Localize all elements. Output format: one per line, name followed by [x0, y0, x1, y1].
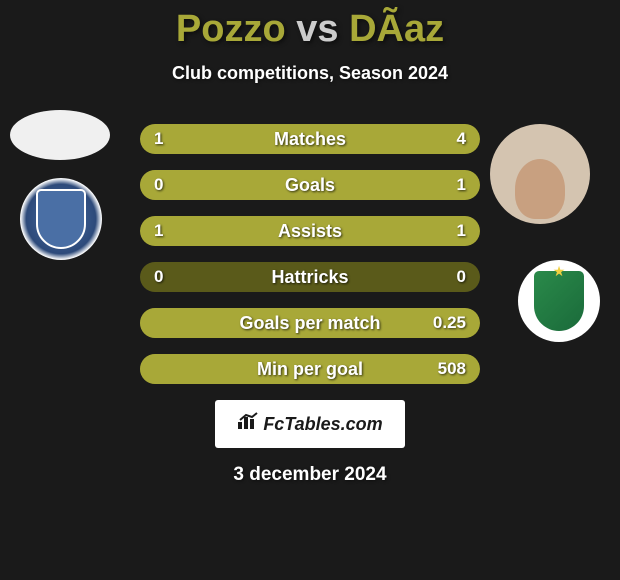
- subtitle: Club competitions, Season 2024: [0, 63, 620, 84]
- stat-bar: Goals per match 0.25: [140, 308, 480, 338]
- team-left-badge-shield: [36, 189, 86, 249]
- stat-bar: 0 Hattricks 0: [140, 262, 480, 292]
- date-text: 3 december 2024: [0, 464, 620, 486]
- watermark-text: FcTables.com: [263, 414, 382, 435]
- stat-bar: 0 Goals 1: [140, 170, 480, 200]
- stat-row: 0 Hattricks 0: [140, 262, 480, 292]
- stat-bar: 1 Assists 1: [140, 216, 480, 246]
- stat-row: 1 Matches 4: [140, 124, 480, 154]
- stat-row: Goals per match 0.25: [140, 308, 480, 338]
- player-right-name: DÃaz: [349, 8, 444, 50]
- player-left-avatar: [10, 110, 110, 160]
- stat-label: Hattricks: [271, 267, 348, 288]
- stat-value-right: 1: [457, 221, 466, 241]
- stat-row: 1 Assists 1: [140, 216, 480, 246]
- stat-label: Goals per match: [239, 313, 380, 334]
- stat-label: Goals: [285, 175, 335, 196]
- stat-bar: 1 Matches 4: [140, 124, 480, 154]
- player-right-head: [515, 159, 565, 219]
- vs-text: vs: [296, 8, 338, 50]
- stat-row: Min per goal 508: [140, 354, 480, 384]
- stat-value-right: 508: [438, 359, 466, 379]
- stat-value-left: 0: [154, 175, 163, 195]
- star-icon: ★: [553, 263, 566, 280]
- team-right-badge-shield: ★: [534, 271, 584, 331]
- player-right-avatar: [490, 124, 590, 224]
- stat-label: Assists: [278, 221, 342, 242]
- comparison-title: Pozzo vs DÃaz: [0, 0, 620, 51]
- stat-value-left: 1: [154, 129, 163, 149]
- team-right-badge: ★: [518, 260, 600, 342]
- watermark: FcTables.com: [215, 400, 405, 448]
- stat-row: 0 Goals 1: [140, 170, 480, 200]
- stat-value-left: 0: [154, 267, 163, 287]
- stat-bar: Min per goal 508: [140, 354, 480, 384]
- stat-value-right: 0.25: [433, 313, 466, 333]
- stat-fill-left: [140, 124, 208, 154]
- stat-label: Matches: [274, 129, 346, 150]
- stat-value-right: 4: [457, 129, 466, 149]
- stat-value-right: 1: [457, 175, 466, 195]
- stat-label: Min per goal: [257, 359, 363, 380]
- player-left-name: Pozzo: [176, 8, 286, 50]
- stat-value-right: 0: [457, 267, 466, 287]
- stat-value-left: 1: [154, 221, 163, 241]
- team-left-badge: [20, 178, 102, 260]
- chart-icon: [237, 412, 259, 436]
